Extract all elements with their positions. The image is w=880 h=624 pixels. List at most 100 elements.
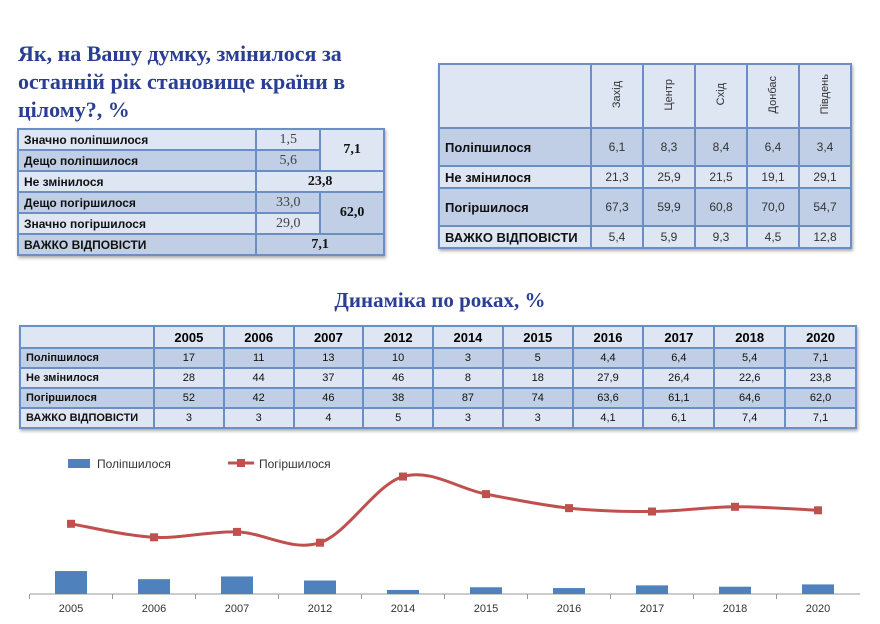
- table-row: Погіршилося 52 42 46 38 87 74 63,6 61,1 64,6 62,0: [19, 387, 857, 409]
- cell: 42: [222, 387, 295, 409]
- table-row: Погіршилося 67,3 59,9 60,8 70,0 54,7: [438, 187, 852, 227]
- cell: 26,4: [642, 367, 716, 389]
- cell: 18: [501, 367, 574, 389]
- row-label: Не змінилося: [438, 165, 592, 189]
- cell: 5,6: [255, 149, 322, 172]
- dynamics-chart: 2005 2006 2007 2012 2014 2015 2016 2017 2018 2020…: [29, 457, 860, 615]
- year-header: 2007: [292, 325, 365, 349]
- line-point-2006: [150, 533, 158, 542]
- bar-2015: [470, 587, 502, 594]
- line-series: [70, 473, 819, 547]
- cell: 74: [501, 387, 574, 409]
- cell: 44: [222, 367, 295, 389]
- page-title: Як, на Вашу думку, змінилося за останній…: [18, 41, 346, 122]
- cell: 3: [432, 407, 504, 429]
- table-row: ВАЖКО ВІДПОВІСТИ 3 3 4 5 3 3 4,1 6,1 7,4 7,1: [19, 407, 857, 429]
- year-header: 2018: [713, 325, 787, 349]
- line-point-2005: [67, 519, 75, 528]
- cell: 6,1: [642, 407, 716, 429]
- x-tick-label: 2017: [640, 603, 664, 615]
- year-header: 2005: [153, 325, 225, 349]
- legend-marker: [237, 459, 245, 467]
- row-label: Не змінилося: [19, 367, 155, 389]
- year-header: 2014: [432, 325, 504, 349]
- table-row: ВАЖКО ВІДПОВІСТИ 5,4 5,9 9,3 4,5 12,8: [438, 225, 852, 249]
- row-label: Значно погіршилося: [16, 212, 258, 235]
- column-header: Південь: [819, 74, 831, 115]
- x-tick-label: 2016: [557, 603, 581, 615]
- cell: 28: [153, 367, 225, 389]
- cell: 54,7: [798, 187, 852, 227]
- worsened-total: 62,0: [319, 191, 385, 235]
- cell: 3: [501, 407, 574, 429]
- line-point-2018: [731, 502, 739, 511]
- row-label: ВАЖКО ВІДПОВІСТИ: [438, 225, 592, 249]
- year-header: 2012: [362, 325, 435, 349]
- line-point-2017: [648, 507, 656, 516]
- x-tick-label: 2006: [142, 603, 166, 615]
- bar-2006: [138, 579, 170, 594]
- cell: 8: [432, 367, 504, 389]
- cell: 5: [362, 407, 435, 429]
- cell: 5,4: [713, 347, 787, 369]
- year-header: 2006: [222, 325, 295, 349]
- cell: 27,9: [571, 367, 645, 389]
- cell: 6,1: [590, 127, 644, 167]
- x-tick-label: 2018: [723, 603, 747, 615]
- cell: 7,1: [784, 407, 857, 429]
- cell: 21,5: [694, 165, 748, 189]
- x-tick-label: 2014: [391, 603, 415, 615]
- cell: 23,8: [784, 367, 857, 389]
- line-point-2016: [565, 504, 573, 513]
- table-row: Поліпшилося 6,1 8,3 8,4 6,4 3,4: [438, 127, 852, 167]
- year-table: 2005 2006 2007 2012 2014 2015 2016 2017 2018 2020…: [19, 325, 857, 429]
- legend-label: Погіршилося: [259, 457, 331, 471]
- cell: 29,0: [255, 212, 322, 235]
- bar-2005: [55, 571, 87, 594]
- cell: 61,1: [642, 387, 716, 409]
- bar-2016: [553, 588, 585, 594]
- cell: 5,4: [590, 225, 644, 249]
- line-point-2007: [233, 527, 241, 536]
- cell: 13: [292, 347, 365, 369]
- bar-2012: [304, 580, 336, 594]
- cell: 6,4: [642, 347, 716, 369]
- row-label: ВАЖКО ВІДПОВІСТИ: [16, 233, 258, 256]
- corner-cell: [19, 325, 155, 349]
- x-tick-label: 2005: [59, 603, 83, 615]
- cell: 64,6: [713, 387, 787, 409]
- cell: 3: [222, 407, 295, 429]
- line-point-2020: [814, 506, 822, 515]
- line-point-2015: [482, 490, 490, 499]
- cell: 4,4: [571, 347, 645, 369]
- cell: 29,1: [798, 165, 852, 189]
- region-table: Захід Центр Схід Донбас Південь Поліпшил…: [438, 63, 852, 249]
- cell: 67,3: [590, 187, 644, 227]
- cell: 59,9: [642, 187, 696, 227]
- cell: 60,8: [694, 187, 748, 227]
- cell: 23,8: [255, 170, 385, 193]
- cell: 62,0: [784, 387, 857, 409]
- cell: 9,3: [694, 225, 748, 249]
- cell: 12,8: [798, 225, 852, 249]
- row-label: Поліпшилося: [438, 127, 592, 167]
- cell: 63,6: [571, 387, 645, 409]
- row-label: Не змінилося: [16, 170, 258, 193]
- cell: 4: [292, 407, 365, 429]
- row-label: Поліпшилося: [19, 347, 155, 369]
- cell: 1,5: [255, 128, 322, 151]
- summary-table: Значно поліпшилося 1,5 7,1 Дещо поліпшилос…: [16, 128, 385, 256]
- table-row: Поліпшилося 17 11 13 10 3 5 4,4 6,4 5,4 7,1: [19, 347, 857, 369]
- cell: 3: [432, 347, 504, 369]
- column-header: Центр: [663, 78, 675, 111]
- cell: 46: [292, 387, 365, 409]
- cell: 4,5: [746, 225, 800, 249]
- column-header: Донбас: [767, 75, 779, 114]
- bar-2014: [387, 589, 419, 594]
- row-label: Погіршилося: [438, 187, 592, 227]
- line-point-2014: [399, 472, 407, 481]
- improved-total: 7,1: [319, 128, 385, 172]
- bar-2018: [719, 586, 751, 594]
- cell: 37: [292, 367, 365, 389]
- cell: 11: [222, 347, 295, 369]
